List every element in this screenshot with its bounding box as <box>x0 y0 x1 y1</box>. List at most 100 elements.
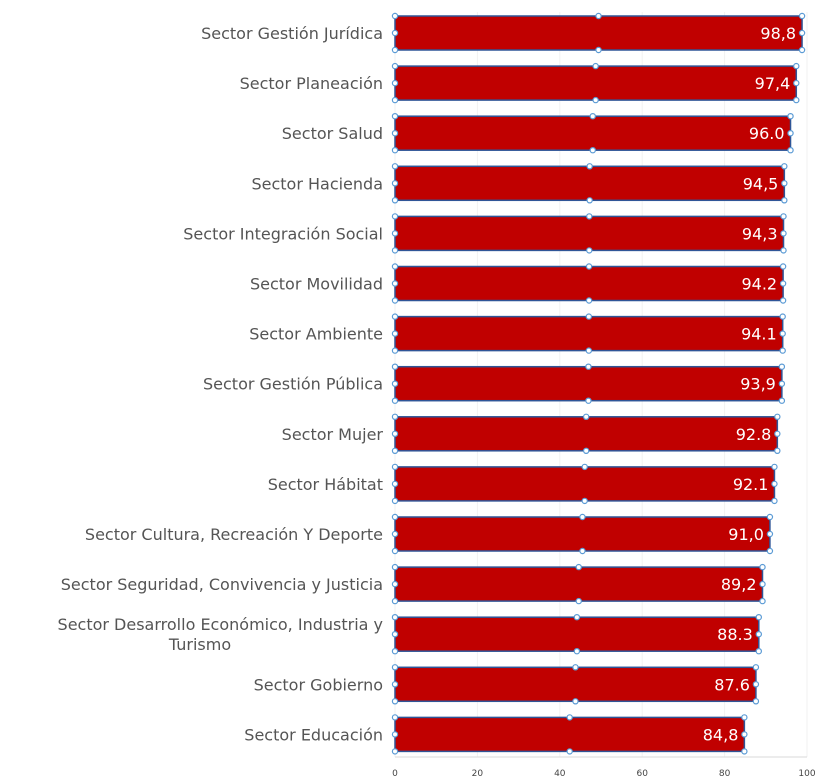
selection-handle <box>755 631 762 638</box>
selection-handle <box>774 413 781 420</box>
category-label: Sector Movilidad <box>250 275 383 294</box>
bar <box>394 115 792 151</box>
selection-handle <box>778 397 786 404</box>
selection-handle <box>391 731 399 738</box>
selection-handle <box>572 664 579 671</box>
bar <box>394 566 764 602</box>
data-label: 89,2 <box>721 575 757 594</box>
selection-handle <box>787 129 794 137</box>
category-label: Sector Planeación <box>240 74 383 93</box>
category-label: Sector Integración Social <box>183 224 383 243</box>
selection-handle <box>781 180 788 187</box>
data-label: 96.0 <box>749 124 785 143</box>
selection-handle <box>391 230 399 237</box>
data-label: 88.3 <box>717 625 753 644</box>
selection-handle <box>391 480 399 488</box>
selection-handle <box>779 313 786 320</box>
selection-handle <box>585 347 593 354</box>
selection-handle <box>778 380 786 387</box>
bar <box>394 265 784 302</box>
selection-handle <box>755 614 762 621</box>
selection-handle <box>771 497 778 505</box>
selection-handle <box>391 146 399 154</box>
selection-handle <box>391 280 399 287</box>
selection-handle <box>391 497 399 505</box>
data-label: 94,5 <box>743 174 779 193</box>
selection-handle <box>752 698 760 705</box>
selection-handle <box>755 648 762 655</box>
category-label: Turismo <box>168 635 231 654</box>
selection-handle <box>586 197 593 204</box>
selection-handle <box>766 530 774 538</box>
selection-handle <box>575 597 582 605</box>
data-label: 97,4 <box>755 74 791 93</box>
selection-handle <box>581 497 588 505</box>
selection-handle <box>391 112 399 120</box>
selection-handle <box>752 664 760 671</box>
selection-handle <box>391 247 399 254</box>
selection-handle <box>575 563 582 571</box>
selection-handle <box>391 681 399 688</box>
data-label: 91,0 <box>728 525 764 544</box>
selection-handle <box>780 213 787 220</box>
selection-handle <box>391 614 399 621</box>
category-label: Sector Cultura, Recreación Y Deporte <box>85 525 383 544</box>
selection-handle <box>391 447 399 454</box>
selection-handle <box>759 597 766 605</box>
selection-handle <box>391 313 399 320</box>
selection-handle <box>391 347 399 354</box>
selection-handle <box>780 230 787 237</box>
data-label: 94.2 <box>741 275 777 294</box>
selection-handle <box>391 698 399 705</box>
bar <box>394 466 776 502</box>
selection-handle <box>391 79 399 87</box>
selection-handle <box>787 146 794 154</box>
selection-handle <box>585 263 593 270</box>
selection-handle <box>592 62 599 70</box>
data-label: 93,9 <box>740 375 776 394</box>
selection-handle <box>741 714 748 721</box>
bar <box>394 666 757 703</box>
selection-handle <box>585 297 593 304</box>
selection-handle <box>572 698 579 705</box>
bar <box>394 65 798 101</box>
x-tick-label: 60 <box>636 769 648 779</box>
selection-handle <box>391 748 399 755</box>
selection-handle <box>779 330 786 337</box>
selection-handle <box>585 313 593 320</box>
selection-handle <box>582 447 590 454</box>
selection-handle <box>391 513 399 521</box>
selection-handle <box>391 430 399 437</box>
selection-handle <box>779 263 787 270</box>
selection-handle <box>752 681 760 688</box>
bar <box>394 365 783 402</box>
selection-handle <box>798 12 806 20</box>
selection-handle <box>759 580 766 588</box>
selection-handle <box>741 731 748 738</box>
selection-handle <box>595 12 602 20</box>
category-label: Sector Educación <box>244 725 383 744</box>
selection-handle <box>573 614 581 621</box>
x-tick-label: 80 <box>719 769 731 779</box>
data-label: 94.1 <box>741 325 777 344</box>
selection-handle <box>391 213 399 220</box>
selection-handle <box>579 513 586 521</box>
selection-handle <box>391 163 399 170</box>
bar <box>394 516 771 552</box>
selection-handle <box>391 580 399 588</box>
category-label: Sector Hábitat <box>268 475 383 494</box>
selection-handle <box>793 62 800 70</box>
selection-handle <box>793 96 800 104</box>
category-label: Sector Desarrollo Económico, Industria y <box>58 615 383 634</box>
selection-handle <box>391 363 399 370</box>
selection-handle <box>566 748 573 755</box>
selection-handle <box>585 363 592 370</box>
bar <box>394 416 779 452</box>
data-label: 92.1 <box>733 475 769 494</box>
selection-handle <box>589 112 596 120</box>
selection-handle <box>787 112 794 120</box>
category-label: Sector Salud <box>282 124 383 143</box>
selection-handle <box>391 29 399 37</box>
selection-handle <box>581 463 588 471</box>
